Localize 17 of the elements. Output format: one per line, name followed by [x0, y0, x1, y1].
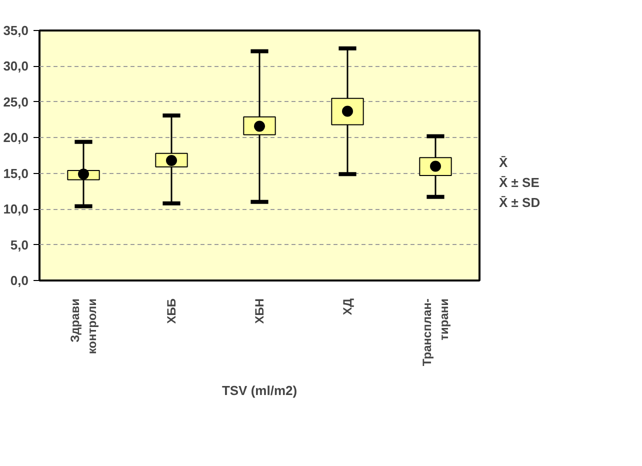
x-tick-label: ХББ	[164, 298, 178, 324]
y-tick-label: 30,0	[3, 58, 29, 74]
y-tick-label: 5,0	[10, 237, 29, 252]
text: X̄ ± SE	[499, 174, 540, 190]
text: X̄ ± SD	[499, 194, 540, 210]
x-tick-label: ХБН	[252, 298, 266, 324]
y-tick-label: 10,0	[3, 202, 29, 217]
y-tick-label: 20,0	[3, 130, 29, 146]
y-tick-label: 25,0	[3, 94, 29, 110]
x-tick-label: Трансплан- тирани	[420, 298, 451, 366]
text: X̄	[499, 154, 509, 170]
x-axis-title: TSV (ml/m2)	[222, 383, 298, 398]
x-tick-label: ХД	[340, 298, 354, 316]
y-tick-label: 0,0	[10, 273, 29, 288]
y-tick-label: 35,0	[3, 23, 29, 38]
y-tick-label: 15,0	[3, 166, 29, 181]
x-tick-label: Здрави контроли	[68, 298, 99, 354]
